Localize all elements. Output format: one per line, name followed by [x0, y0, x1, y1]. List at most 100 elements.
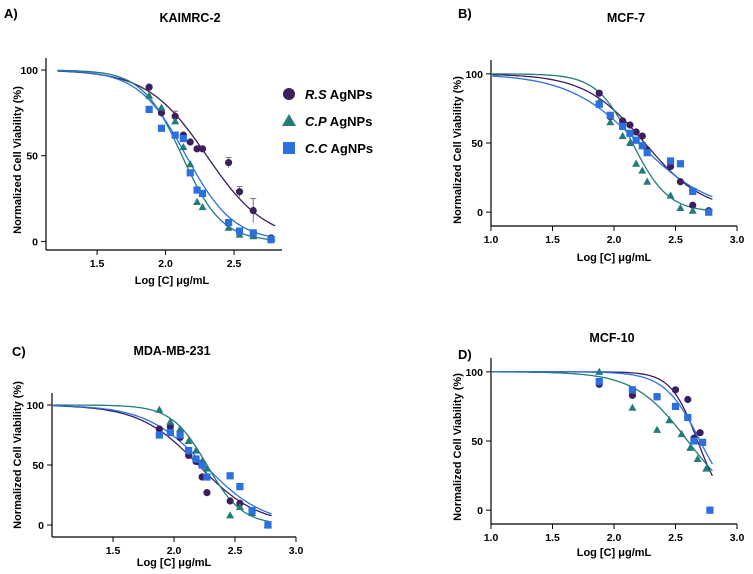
x-tick-label: 2.0 — [607, 234, 622, 246]
data-point-circle — [676, 178, 685, 186]
data-point-triangle — [665, 416, 674, 424]
data-point-square — [643, 149, 651, 157]
data-point-square — [267, 236, 275, 244]
fit-curve — [53, 405, 272, 515]
data-point-circle — [619, 117, 627, 125]
x-tick-label: 1.0 — [484, 234, 499, 246]
data-point-triangle — [638, 166, 647, 174]
data-point-triangle — [666, 191, 675, 199]
data-point-triangle — [676, 203, 685, 212]
x-tick-label: 2.0 — [607, 532, 622, 544]
data-point-square — [198, 461, 206, 469]
data-point-square — [248, 507, 256, 515]
data-point-square — [157, 124, 166, 132]
data-point-square — [676, 160, 685, 168]
data-point-circle — [626, 121, 634, 129]
x-tick-label: 3.0 — [289, 545, 304, 557]
panel-a-label: A) — [4, 6, 18, 21]
legend-label-rs: R.S AgNPs — [305, 87, 372, 102]
fit-curve — [492, 371, 713, 465]
fit-curve — [492, 73, 713, 212]
data-point-triangle — [166, 417, 175, 425]
panel-d-x-axis-label: Log [C] μg/mL — [577, 547, 652, 559]
data-point-square — [226, 472, 234, 480]
data-point-circle — [249, 206, 257, 215]
data-point-circle — [684, 395, 692, 404]
data-point-triangle — [625, 138, 634, 146]
x-tick-label: 3.0 — [730, 532, 745, 544]
data-point-square — [176, 431, 184, 439]
data-point-triangle — [179, 142, 188, 151]
data-point-square — [653, 393, 661, 401]
panel-a-y-axis-label: Normalized Cell Viability (%) — [12, 86, 24, 234]
legend: R.S AgNPs C.P AgNPs C.C AgNPs — [282, 87, 373, 156]
data-point-circle — [203, 489, 211, 497]
panel-b: B) MCF-7 Normalized Cell Viability (%) L… — [452, 6, 744, 264]
fit-curve — [53, 404, 272, 523]
data-point-square — [689, 187, 697, 196]
data-point-triangle — [176, 424, 185, 432]
panel-c-x-axis-label: Log [C] μg/mL — [137, 557, 212, 569]
data-point-square — [619, 122, 627, 130]
data-point-triangle — [688, 206, 697, 214]
y-tick-label: 100 — [26, 400, 44, 412]
data-point-circle — [671, 386, 680, 394]
y-tick-label: 0 — [477, 505, 483, 517]
data-point-triangle — [606, 118, 615, 126]
data-point-triangle — [653, 425, 662, 433]
data-point-square — [203, 473, 211, 481]
fit-curve — [53, 405, 272, 517]
data-point-triangle — [184, 436, 193, 444]
panel-d: D) MCF-10 Normalized Cell Viability (%) … — [452, 331, 744, 559]
data-point-square — [166, 429, 174, 437]
y-tick-label: 100 — [465, 367, 483, 379]
x-tick-label: 1.5 — [545, 532, 560, 544]
y-tick-label: 50 — [26, 151, 38, 163]
panel-b-label: B) — [458, 6, 472, 21]
data-point-circle — [666, 162, 675, 171]
data-point-triangle — [157, 103, 166, 111]
panel-b-title: MCF-7 — [607, 11, 645, 25]
data-point-square — [224, 218, 233, 227]
data-point-square — [179, 134, 187, 143]
data-point-triangle — [632, 159, 641, 167]
data-point-square — [595, 100, 603, 108]
panel-b-x-axis-label: Log [C] μg/mL — [577, 252, 652, 264]
y-tick-label: 50 — [32, 460, 44, 472]
panel-c-label: C) — [12, 344, 26, 359]
legend-label-cc: C.C AgNPs — [305, 141, 373, 156]
data-point-triangle — [595, 367, 604, 375]
x-tick-label: 2.5 — [228, 545, 243, 557]
y-tick-label: 0 — [477, 207, 483, 219]
data-point-triangle — [198, 202, 207, 211]
data-point-square — [638, 142, 646, 150]
panel-c-y-axis-label: Normalized Cell Viability (%) — [12, 381, 24, 529]
data-point-triangle — [191, 446, 200, 454]
y-tick-label: 100 — [465, 69, 483, 81]
data-point-circle — [226, 497, 234, 505]
data-point-circle — [157, 109, 166, 117]
legend-entry-rs: R.S AgNPs — [283, 87, 372, 102]
legend-label-cp: C.P AgNPs — [305, 114, 372, 129]
data-point-square — [185, 447, 193, 455]
data-point-triangle — [677, 429, 686, 438]
data-point-triangle — [193, 197, 202, 205]
data-point-circle — [155, 425, 163, 433]
panel-b-y-axis-label: Normalized Cell Viability (%) — [452, 76, 464, 224]
data-point-square — [198, 189, 207, 198]
data-point-square — [684, 413, 692, 422]
y-tick-label: 100 — [20, 65, 38, 77]
data-point-circle — [224, 158, 233, 167]
data-point-square — [595, 377, 603, 386]
panel-d-label: D) — [458, 347, 472, 362]
legend-square-marker — [283, 142, 295, 154]
data-point-triangle — [224, 223, 233, 231]
data-point-square — [145, 105, 153, 114]
panel-a-title: KAIMRC-2 — [159, 11, 220, 25]
y-tick-label: 50 — [471, 436, 483, 448]
data-point-circle — [595, 89, 603, 97]
data-point-triangle — [226, 511, 235, 519]
fit-curve — [57, 69, 276, 241]
data-point-square — [193, 186, 201, 194]
data-point-square — [249, 229, 257, 237]
